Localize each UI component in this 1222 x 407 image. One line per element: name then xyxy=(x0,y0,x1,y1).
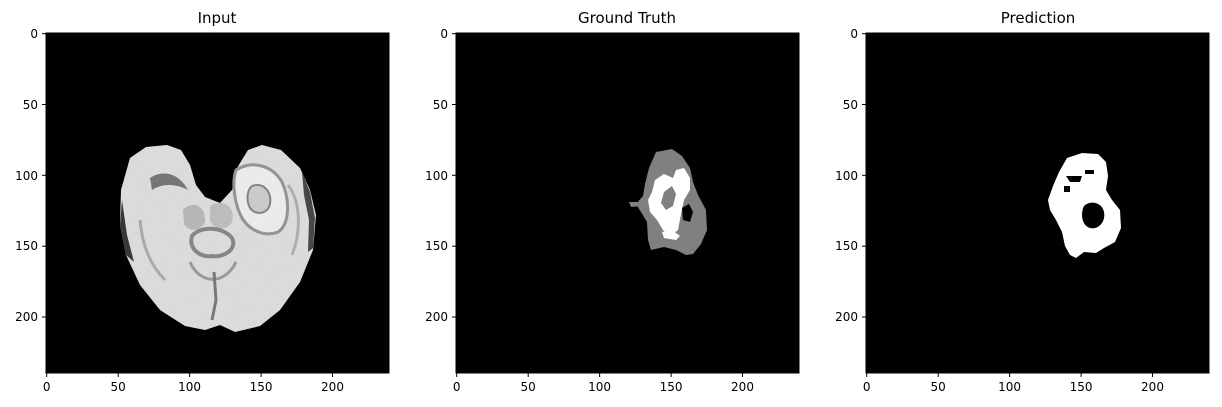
x-tick-label: 0 xyxy=(453,380,461,394)
edema-spur xyxy=(629,202,643,207)
tumor-core xyxy=(246,184,272,214)
predicted-hole-small xyxy=(1066,176,1082,182)
predicted-hole-large xyxy=(1082,202,1105,229)
brain-mri-image xyxy=(120,145,316,332)
x-axis: 0 50 100 150 200 xyxy=(863,373,1164,394)
x-tick-label: 100 xyxy=(178,380,201,394)
panel-ground-truth: Ground Truth 0 50 100 150 200 xyxy=(425,9,800,394)
predicted-hole-dot xyxy=(1064,186,1070,192)
y-tick-label: 0 xyxy=(440,27,448,41)
y-tick-label: 150 xyxy=(15,239,38,253)
image-background xyxy=(456,33,799,373)
ventricle-left xyxy=(183,204,206,230)
brainstem-arc xyxy=(188,261,238,281)
x-tick-label: 50 xyxy=(521,380,536,394)
lower-enhancing xyxy=(662,230,680,240)
x-tick-label: 100 xyxy=(588,380,611,394)
image-background xyxy=(866,33,1209,373)
left-hemisphere-rim xyxy=(120,200,134,262)
x-tick-label: 50 xyxy=(931,380,946,394)
y-tick-label: 200 xyxy=(15,310,38,324)
y-tick-label: 150 xyxy=(425,239,448,253)
x-tick-label: 200 xyxy=(731,380,754,394)
left-gyrus xyxy=(138,219,167,282)
image-axes xyxy=(45,32,390,374)
necrotic-core xyxy=(661,186,676,210)
inner-hole xyxy=(682,204,693,222)
x-axis: 0 50 100 150 200 xyxy=(43,373,344,394)
y-tick-label: 200 xyxy=(835,310,858,324)
predicted-notch xyxy=(1085,170,1094,174)
y-tick-label: 50 xyxy=(843,98,858,112)
y-axis: 0 50 100 150 200 xyxy=(425,27,456,324)
y-tick-label: 100 xyxy=(835,169,858,183)
x-axis: 0 50 100 150 200 xyxy=(453,373,754,394)
midline-structure xyxy=(189,226,236,259)
x-tick-label: 150 xyxy=(1070,380,1093,394)
y-tick-label: 0 xyxy=(850,27,858,41)
predicted-tumor xyxy=(1048,153,1121,258)
right-gyrus xyxy=(286,184,300,256)
x-tick-label: 0 xyxy=(43,380,51,394)
image-axes xyxy=(865,32,1210,374)
prediction-mask xyxy=(1048,153,1121,258)
axes-frame xyxy=(455,32,800,374)
y-tick-label: 0 xyxy=(30,27,38,41)
x-tick-label: 150 xyxy=(660,380,683,394)
x-tick-label: 150 xyxy=(250,380,273,394)
ground-truth-mask xyxy=(629,149,707,255)
y-tick-label: 150 xyxy=(835,239,858,253)
left-sulcus xyxy=(150,173,188,190)
right-hemisphere-rim xyxy=(302,172,315,252)
x-tick-label: 100 xyxy=(998,380,1021,394)
image-axes xyxy=(455,32,800,374)
panel-title: Ground Truth xyxy=(578,9,676,27)
y-axis: 0 50 100 150 200 xyxy=(835,27,866,324)
lower-fissure xyxy=(210,271,218,321)
panel-title: Input xyxy=(198,9,237,27)
axes-frame xyxy=(45,32,390,374)
y-tick-label: 200 xyxy=(425,310,448,324)
y-tick-label: 100 xyxy=(15,169,38,183)
panel-prediction: Prediction 0 50 100 150 200 xyxy=(835,9,1210,394)
panel-input: Input xyxy=(15,9,390,394)
y-tick-label: 100 xyxy=(425,169,448,183)
axes-frame xyxy=(865,32,1210,374)
x-tick-label: 200 xyxy=(321,380,344,394)
y-tick-label: 50 xyxy=(433,98,448,112)
x-tick-label: 50 xyxy=(111,380,126,394)
x-tick-label: 0 xyxy=(863,380,871,394)
panel-title: Prediction xyxy=(1001,9,1076,27)
x-tick-label: 200 xyxy=(1141,380,1164,394)
ventricle-right xyxy=(210,202,233,229)
y-tick-label: 50 xyxy=(23,98,38,112)
y-axis: 0 50 100 150 200 xyxy=(15,27,46,324)
